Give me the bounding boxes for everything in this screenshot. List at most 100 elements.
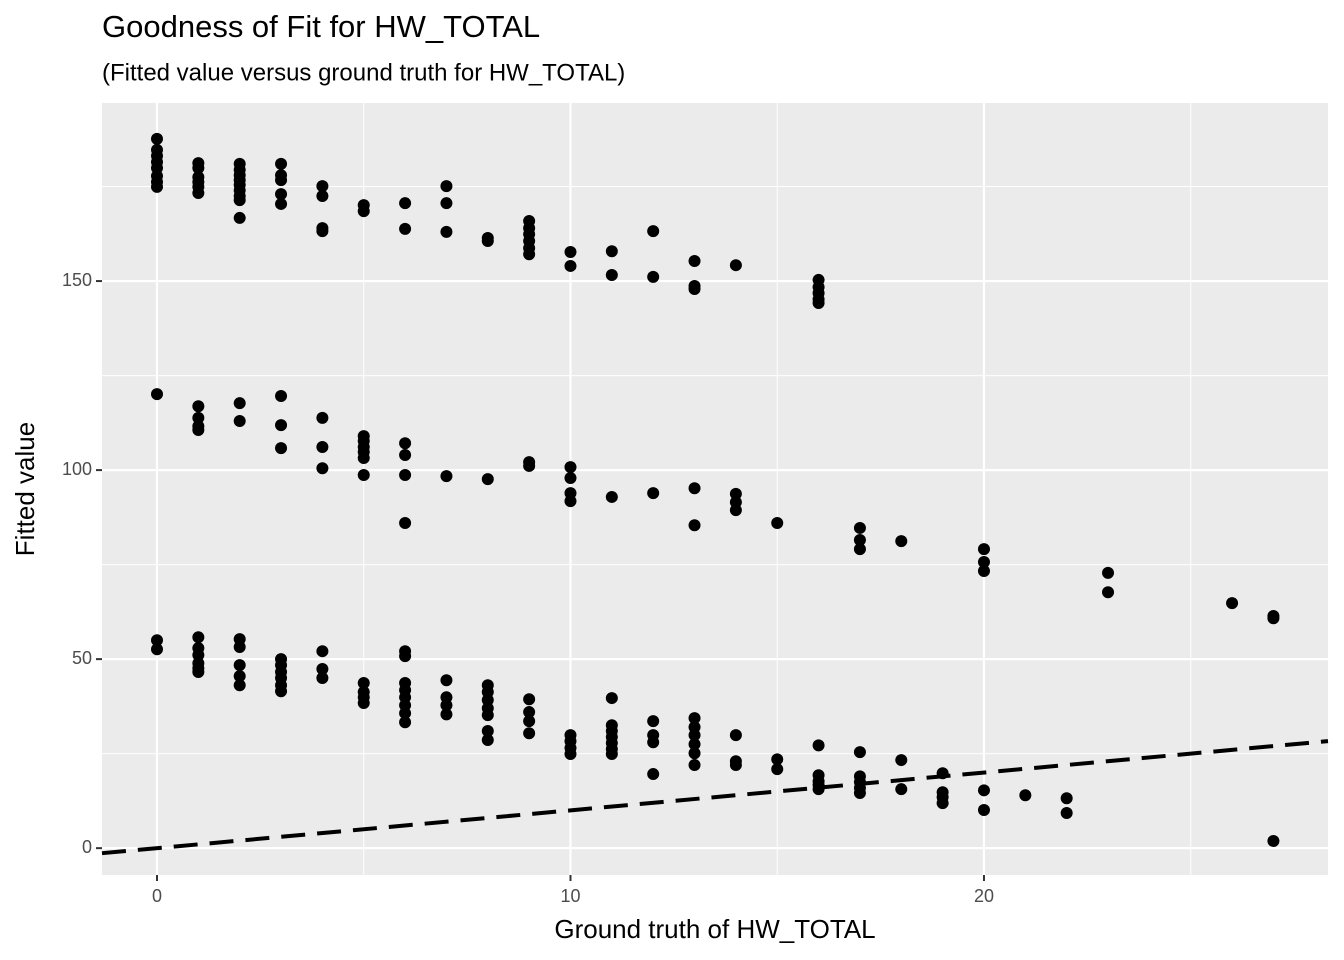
point: [564, 461, 577, 474]
x-tick-label: 0: [152, 886, 162, 906]
y-tick-label: 50: [72, 648, 92, 668]
point: [1226, 597, 1239, 610]
point: [564, 495, 577, 508]
point: [481, 709, 494, 722]
point: [316, 462, 329, 475]
point: [275, 197, 288, 210]
point: [564, 472, 577, 485]
point: [481, 693, 494, 706]
point: [688, 283, 701, 296]
point: [275, 389, 288, 402]
point: [1019, 789, 1032, 802]
point: [275, 157, 288, 170]
point: [150, 388, 163, 401]
point: [853, 534, 866, 547]
point: [481, 234, 494, 247]
point: [316, 645, 329, 658]
point: [357, 696, 370, 709]
point: [605, 490, 618, 503]
point: [399, 197, 412, 210]
point: [688, 747, 701, 760]
point: [316, 190, 329, 203]
point: [316, 180, 329, 193]
x-tick-label: 20: [974, 886, 994, 906]
point: [233, 211, 246, 224]
point: [523, 693, 536, 706]
y-tick-label: 100: [62, 459, 92, 479]
point: [399, 650, 412, 663]
y-tick-label: 0: [82, 837, 92, 857]
point: [399, 437, 412, 450]
point: [729, 487, 742, 500]
point: [316, 662, 329, 675]
point: [1102, 586, 1115, 599]
point: [895, 754, 908, 767]
point: [771, 753, 784, 766]
point: [481, 734, 494, 747]
point: [647, 270, 660, 283]
point: [192, 648, 205, 661]
point: [936, 797, 949, 810]
point: [853, 786, 866, 799]
point: [192, 400, 205, 413]
point: [688, 738, 701, 751]
point: [1267, 612, 1280, 625]
point: [605, 692, 618, 705]
point: [481, 473, 494, 486]
point: [853, 521, 866, 534]
point: [688, 712, 701, 725]
point: [564, 259, 577, 272]
point: [399, 448, 412, 461]
point: [192, 411, 205, 424]
point: [605, 748, 618, 761]
point: [1102, 566, 1115, 579]
point: [812, 296, 825, 309]
point: [316, 672, 329, 685]
point: [357, 676, 370, 689]
point: [192, 424, 205, 437]
point: [523, 706, 536, 719]
point: [605, 245, 618, 258]
point: [440, 470, 453, 483]
point: [688, 255, 701, 268]
point: [275, 442, 288, 455]
point: [853, 543, 866, 556]
point: [399, 222, 412, 235]
x-axis-label: Ground truth of HW_TOTAL: [554, 914, 875, 944]
point: [647, 715, 660, 728]
point: [233, 397, 246, 410]
y-axis-label: Fitted value: [10, 422, 40, 556]
point: [977, 565, 990, 578]
point: [647, 487, 660, 500]
point: [150, 643, 163, 656]
point: [853, 746, 866, 759]
point: [523, 248, 536, 261]
point: [440, 674, 453, 687]
reference-line: [101, 739, 1329, 856]
point: [150, 634, 163, 647]
point: [357, 469, 370, 482]
point: [233, 641, 246, 654]
point: [233, 670, 246, 683]
point: [481, 724, 494, 737]
point: [150, 180, 163, 193]
point: [275, 419, 288, 432]
point: [688, 482, 701, 495]
point: [977, 803, 990, 816]
point: [316, 225, 329, 238]
y-tick-label: 150: [62, 270, 92, 290]
point: [564, 748, 577, 761]
point: [771, 517, 784, 530]
point: [399, 707, 412, 720]
point: [192, 162, 205, 175]
point: [977, 543, 990, 556]
point: [440, 708, 453, 721]
point: [357, 205, 370, 218]
point: [1267, 834, 1280, 847]
point: [647, 225, 660, 238]
point: [399, 716, 412, 729]
point: [977, 784, 990, 797]
point: [192, 665, 205, 678]
point: [233, 679, 246, 692]
